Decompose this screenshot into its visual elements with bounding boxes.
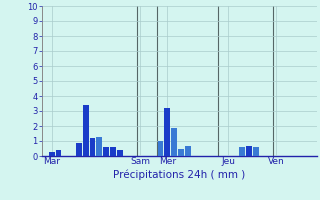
- Bar: [49, 152, 55, 156]
- Bar: [110, 147, 116, 156]
- Bar: [171, 128, 177, 156]
- Bar: [76, 142, 82, 156]
- Bar: [83, 105, 89, 156]
- Bar: [178, 148, 184, 156]
- Bar: [158, 141, 164, 156]
- Bar: [103, 147, 109, 156]
- Bar: [253, 147, 259, 156]
- Bar: [164, 108, 170, 156]
- Bar: [117, 150, 123, 156]
- Bar: [246, 146, 252, 156]
- Bar: [90, 138, 95, 156]
- X-axis label: Précipitations 24h ( mm ): Précipitations 24h ( mm ): [113, 169, 245, 180]
- Bar: [239, 147, 245, 156]
- Bar: [56, 150, 61, 156]
- Bar: [185, 146, 191, 156]
- Bar: [96, 137, 102, 156]
